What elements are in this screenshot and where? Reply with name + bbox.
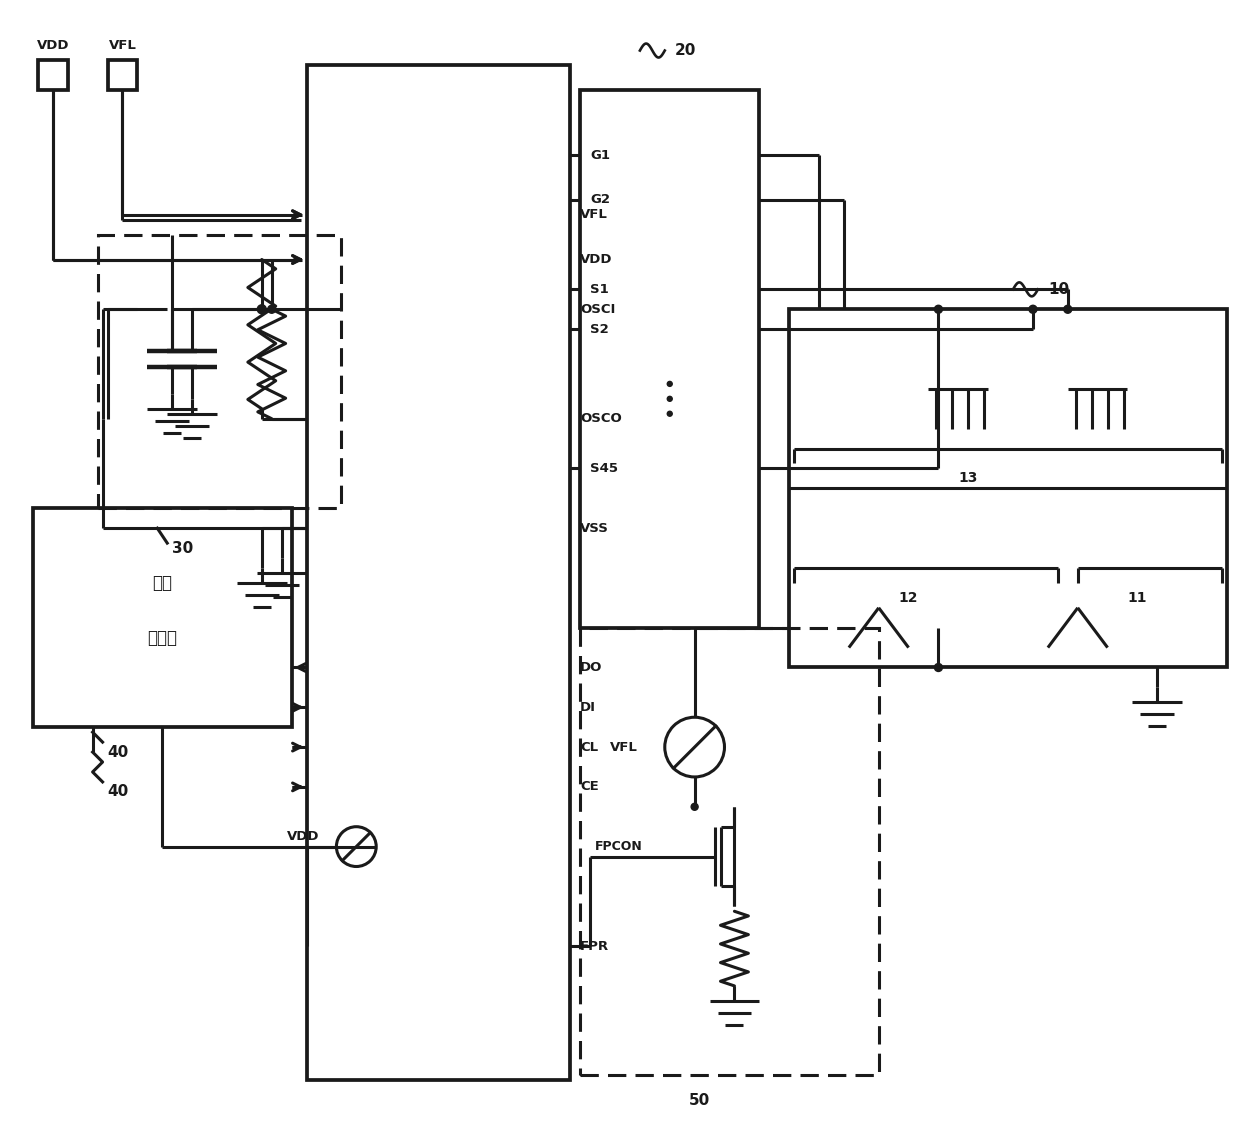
- Text: FPR: FPR: [580, 940, 609, 953]
- Circle shape: [935, 306, 942, 314]
- Text: 外部: 外部: [153, 574, 172, 592]
- Text: OSCO: OSCO: [580, 412, 622, 425]
- Text: VDD: VDD: [286, 830, 319, 843]
- Text: OSCI: OSCI: [580, 302, 615, 316]
- Bar: [98, 235, 341, 509]
- Text: 20: 20: [675, 43, 696, 58]
- Text: VFL: VFL: [109, 39, 136, 52]
- Circle shape: [257, 305, 267, 314]
- Circle shape: [1029, 306, 1037, 314]
- Text: G1: G1: [590, 149, 610, 161]
- Text: VFL: VFL: [580, 209, 608, 221]
- Bar: [108, 61, 138, 90]
- Circle shape: [268, 306, 275, 314]
- Circle shape: [667, 381, 672, 387]
- Text: 40: 40: [108, 784, 129, 800]
- Text: 13: 13: [959, 472, 978, 485]
- Text: VFL: VFL: [610, 741, 637, 754]
- Bar: [306, 65, 570, 1081]
- Text: CE: CE: [580, 781, 599, 793]
- Text: 控制器: 控制器: [148, 628, 177, 646]
- Circle shape: [667, 396, 672, 402]
- Text: VSS: VSS: [580, 521, 609, 535]
- Text: 11: 11: [1127, 591, 1147, 605]
- Text: 40: 40: [108, 744, 129, 759]
- Text: 10: 10: [1048, 282, 1069, 297]
- Text: CL: CL: [580, 741, 599, 754]
- Circle shape: [667, 412, 672, 416]
- Bar: [580, 90, 759, 627]
- Circle shape: [1064, 306, 1071, 314]
- Text: G2: G2: [590, 193, 610, 206]
- Text: DI: DI: [580, 700, 596, 714]
- Text: VDD: VDD: [36, 39, 69, 52]
- Text: 50: 50: [689, 1093, 711, 1108]
- Bar: [33, 509, 291, 728]
- Text: VDD: VDD: [580, 253, 613, 266]
- Text: S1: S1: [590, 283, 609, 296]
- Bar: [580, 627, 879, 1075]
- Circle shape: [935, 663, 942, 671]
- Text: FPCON: FPCON: [595, 840, 642, 853]
- Text: 12: 12: [899, 591, 919, 605]
- Circle shape: [691, 803, 698, 810]
- Bar: [38, 61, 68, 90]
- Text: 30: 30: [172, 540, 193, 556]
- Text: S45: S45: [590, 462, 619, 475]
- Text: S2: S2: [590, 323, 609, 336]
- Bar: [789, 309, 1228, 668]
- Text: DO: DO: [580, 661, 603, 675]
